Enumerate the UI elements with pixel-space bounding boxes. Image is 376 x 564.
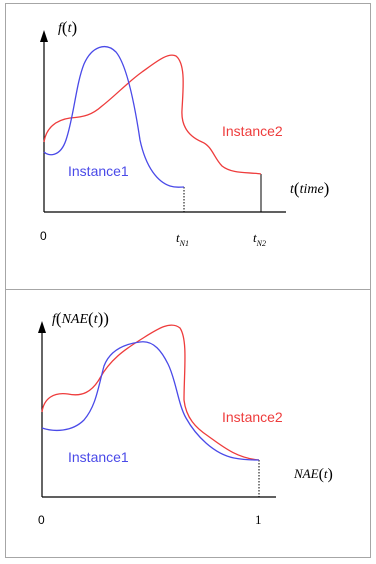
top-instance2-curve [43, 54, 262, 175]
bottom-x-axis-label: NAE(t) [293, 466, 333, 483]
bottom-y-axis-arrowhead [38, 321, 46, 333]
top-origin-label: 0 [40, 229, 47, 243]
top-tn2-label: tN2 [253, 230, 266, 248]
bottom-instance1-curve [41, 341, 260, 461]
panel-divider [5, 289, 371, 290]
bottom-end-label: 1 [255, 512, 262, 527]
top-instance1-curve [43, 46, 185, 188]
top-y-axis-label: f(t) [58, 18, 77, 37]
top-y-axis-arrowhead [40, 30, 48, 42]
bottom-instance2-label: Instance2 [222, 409, 283, 425]
top-panel: f(t) t(time) 0 tN1 tN2 Instance1 Instanc… [40, 18, 329, 248]
bottom-origin-label: 0 [38, 513, 45, 527]
top-instance1-label: Instance1 [68, 163, 129, 179]
top-instance2-label: Instance2 [222, 123, 283, 139]
figure-frame [5, 3, 371, 558]
top-x-axis-label: t(time) [290, 179, 329, 198]
bottom-instance2-curve [41, 324, 260, 461]
bottom-panel: f(NAE(t)) NAE(t) 0 1 Instance1 Instance2 [38, 309, 333, 527]
top-tn1-label: tN1 [176, 230, 189, 248]
bottom-instance1-label: Instance1 [68, 449, 129, 465]
bottom-y-axis-label: f(NAE(t)) [52, 309, 109, 328]
